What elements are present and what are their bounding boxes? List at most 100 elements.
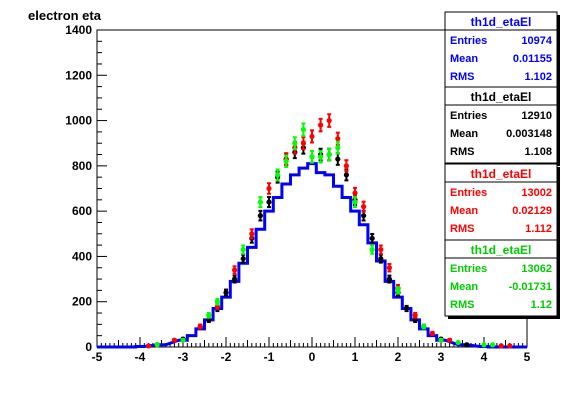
stats-label: Entries xyxy=(450,263,487,275)
data-point xyxy=(343,163,349,169)
y-tick-label: 600 xyxy=(72,204,92,218)
stats-value: 1.12 xyxy=(531,299,552,311)
data-point xyxy=(421,324,427,330)
y-tick-label: 1000 xyxy=(65,114,92,128)
x-tick-label: -5 xyxy=(92,350,103,364)
data-point xyxy=(464,342,470,348)
stats-box-title: th1d_etaEl xyxy=(471,243,532,257)
stats-box-title: th1d_etaEl xyxy=(471,167,532,181)
data-point xyxy=(378,247,384,253)
stats-label: Mean xyxy=(450,53,478,65)
data-point xyxy=(335,145,341,151)
x-tick-label: -2 xyxy=(221,350,232,364)
stats-label: Mean xyxy=(450,128,478,140)
data-point xyxy=(171,337,177,343)
stats-value: 0.003148 xyxy=(506,128,552,140)
stats-box xyxy=(444,11,558,89)
stats-label: RMS xyxy=(450,223,474,235)
data-point xyxy=(197,324,203,330)
data-point xyxy=(395,287,401,293)
stats-box xyxy=(444,86,558,164)
stats-label: Entries xyxy=(450,110,487,122)
x-tick-label: -1 xyxy=(264,350,275,364)
data-point xyxy=(335,156,341,162)
data-point xyxy=(429,330,435,337)
data-point xyxy=(498,343,504,349)
stats-value: 13062 xyxy=(521,263,552,275)
stats-box xyxy=(444,239,558,317)
stats-box-title: th1d_etaEl xyxy=(471,15,532,29)
data-point xyxy=(507,343,513,349)
y-tick-label: 0 xyxy=(85,340,92,354)
data-point xyxy=(326,117,332,124)
stats-value: 0.02129 xyxy=(512,205,552,217)
data-point xyxy=(404,305,410,312)
stats-boxes: th1d_etaEl Entries 10974 Mean 0.01155 RMS 1.10… xyxy=(444,11,560,319)
stats-label: Entries xyxy=(450,35,487,47)
x-tick-label: 5 xyxy=(524,350,531,364)
data-point xyxy=(283,158,289,164)
stats-value: 0.01155 xyxy=(513,53,552,65)
data-point xyxy=(318,122,324,128)
data-point xyxy=(257,199,263,205)
data-point xyxy=(352,199,358,205)
data-point xyxy=(438,337,444,343)
stats-value: 1.108 xyxy=(524,146,552,158)
data-point xyxy=(326,151,332,158)
data-point xyxy=(266,185,272,192)
data-point xyxy=(249,231,255,237)
data-point xyxy=(335,136,341,142)
y-tick-label: 200 xyxy=(72,295,92,309)
stats-label: Entries xyxy=(450,187,487,199)
stats-label: Mean xyxy=(450,281,478,293)
y-tick-label: 1400 xyxy=(65,23,92,37)
stats-value: 13002 xyxy=(521,187,552,199)
series-step-line xyxy=(97,162,527,349)
y-tick-label: 400 xyxy=(72,249,92,263)
data-point xyxy=(386,276,392,282)
y-tick-label: 800 xyxy=(72,159,92,173)
data-point xyxy=(481,342,487,348)
data-point xyxy=(455,339,461,346)
stats-label: RMS xyxy=(450,299,474,311)
x-tick-label: 4 xyxy=(481,350,488,364)
x-tick-label: -3 xyxy=(178,350,189,364)
data-point xyxy=(369,235,375,241)
data-point xyxy=(412,312,418,318)
data-point xyxy=(266,199,272,205)
data-point xyxy=(369,247,375,253)
y-tick-label: 1200 xyxy=(65,68,92,82)
data-point xyxy=(378,256,384,262)
stats-label: RMS xyxy=(450,71,474,83)
data-point xyxy=(361,204,367,210)
data-point xyxy=(352,190,358,196)
stats-value: 10974 xyxy=(521,35,552,47)
x-tick-label: 2 xyxy=(395,350,402,364)
data-point xyxy=(300,140,306,146)
data-point xyxy=(223,290,229,296)
data-point xyxy=(240,256,246,262)
data-point xyxy=(361,213,367,219)
stats-value: 12910 xyxy=(521,110,552,122)
plot-area: -5 -4 -3 -2 -1 0 1 2 3 4 5 0 200 400 600 800 1000 1200 140… xyxy=(65,23,530,364)
data-point xyxy=(206,312,212,318)
stats-box xyxy=(444,163,558,241)
data-point xyxy=(343,172,349,178)
data-point xyxy=(232,276,238,282)
data-point xyxy=(214,299,220,305)
x-tick-label: 3 xyxy=(438,350,445,364)
data-point xyxy=(292,140,298,146)
x-tick-label: 1 xyxy=(352,350,359,364)
data-point xyxy=(309,154,315,160)
stats-box-title: th1d_etaEl xyxy=(471,90,532,104)
data-point xyxy=(300,127,306,133)
data-point xyxy=(490,342,496,348)
stats-value: -0.01731 xyxy=(509,281,552,293)
data-point xyxy=(240,247,246,253)
data-point xyxy=(257,213,263,219)
chart-title: electron eta xyxy=(28,8,102,23)
stats-value: 1.112 xyxy=(525,223,552,235)
x-tick-label: 0 xyxy=(309,350,316,364)
x-tick-label: -4 xyxy=(135,350,146,364)
